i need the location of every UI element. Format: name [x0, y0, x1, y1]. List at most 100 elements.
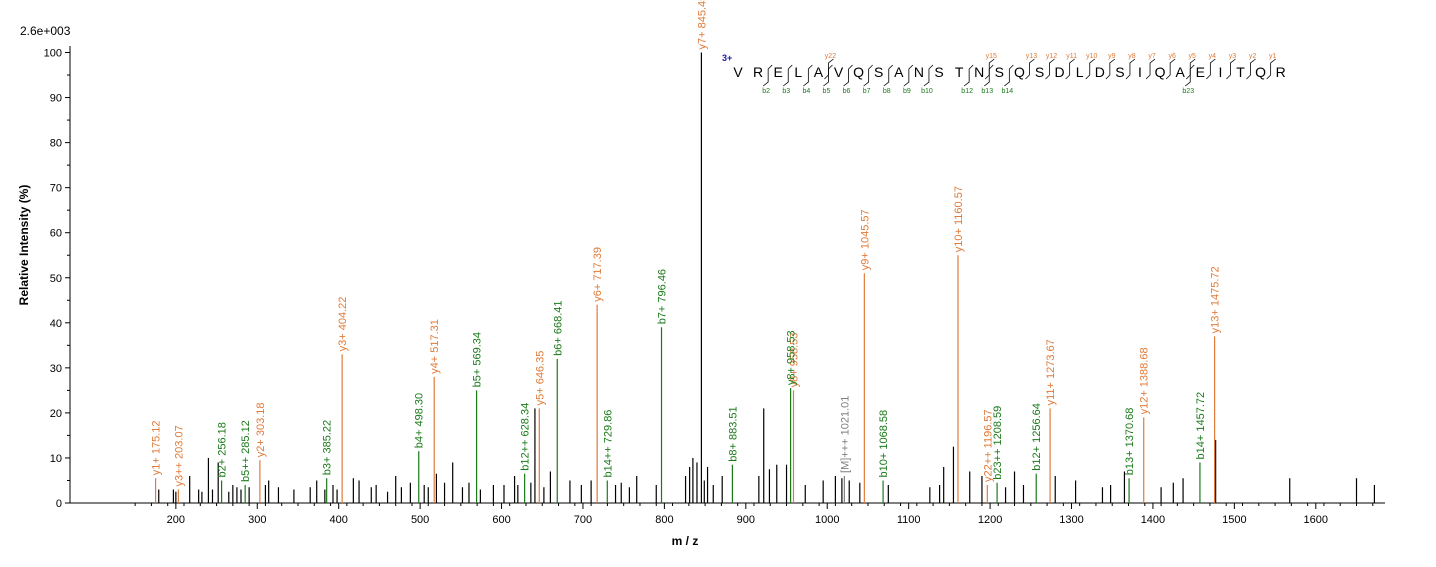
y-ion-marker: [1125, 58, 1136, 80]
peak-label: y13+ 1475.72: [1210, 266, 1222, 333]
b-ion-marker: [883, 64, 894, 87]
b-ion-marker: [863, 64, 873, 87]
peak-label: b2+ 256.18: [217, 422, 229, 477]
x-tick-label: 1100: [897, 514, 921, 526]
peak-label: b5++ 285.12: [240, 420, 252, 482]
x-axis-title: m / z: [672, 534, 699, 548]
b-ion-label: b3: [782, 88, 790, 95]
b-ion-marker: [762, 64, 773, 87]
sequence-residue: L: [794, 64, 802, 80]
b-ion-marker: [923, 64, 934, 87]
x-tick-label: 400: [330, 514, 348, 526]
peak-label: y3++ 203.07: [173, 425, 185, 486]
b-ion-label: b7: [863, 88, 871, 95]
y-ion-label: y1: [1269, 53, 1277, 60]
peak-label: y3+ 404.22: [337, 297, 349, 352]
peak-label: b13+ 1370.68: [1124, 408, 1136, 476]
x-tick-label: 1500: [1222, 514, 1246, 526]
b-ion-label: b9: [903, 88, 911, 95]
y-tick-label: 0: [56, 498, 62, 510]
peak-label: b5+ 569.34: [472, 332, 484, 387]
b-ion-marker: [803, 64, 813, 87]
sequence-residue: S: [1035, 64, 1044, 80]
y-tick-label: 90: [50, 93, 62, 105]
y-ion-label: y2: [1249, 53, 1257, 60]
sequence-residue: N: [974, 64, 984, 80]
y-ion-marker: [1246, 58, 1256, 80]
b-ion-label: b8: [883, 88, 891, 95]
sequence-residue: D: [1055, 64, 1065, 80]
sequence-residue: D: [1095, 64, 1105, 80]
y-ion-marker: [1165, 58, 1176, 80]
sequence-residue: L: [1076, 64, 1084, 80]
b-ion-marker: [984, 64, 994, 87]
sequence-residue: Q: [1014, 64, 1025, 80]
peak-label: y12+ 1388.68: [1139, 347, 1151, 414]
b-ion-label: b4: [802, 88, 810, 95]
sequence-residue: S: [874, 64, 883, 80]
y-ion-label: y11: [1066, 53, 1077, 60]
x-tick-label: 300: [248, 514, 266, 526]
peak-label: b14++ 729.86: [602, 410, 614, 478]
y-tick-label: 60: [50, 228, 62, 240]
peak-labels-layer: y1+ 175.12 y3++ 203.07 b2+ 256.18 b5++ 285.…: [151, 0, 1222, 486]
peak-label: b14+ 1457.72: [1195, 392, 1207, 460]
y-tick-label: 50: [50, 273, 62, 285]
peak-label: [M]+++ 1021.01: [839, 396, 851, 473]
x-tick-label: 600: [492, 514, 510, 526]
sequence-residue: A: [814, 64, 824, 80]
sequence-residue: S: [1115, 64, 1124, 80]
b-ion-marker: [783, 64, 793, 87]
peak-label: y8+ 958.53: [786, 330, 798, 385]
y-ion-label: y6: [1168, 53, 1176, 60]
b-ion-marker: [903, 64, 914, 87]
y-ion-label: y13: [1026, 53, 1037, 60]
y-ion-label: y7: [1148, 53, 1156, 60]
peak-label: y11+ 1273.67: [1045, 339, 1057, 405]
y-ion-label: y9: [1108, 53, 1116, 60]
sequence-residue: R: [1276, 64, 1286, 80]
intensity-scale-label: 2.6e+003: [20, 24, 71, 38]
b-ion-marker: [843, 64, 853, 87]
sequence-residue: S: [995, 64, 1004, 80]
y-axis-title: Relative Intensity (%): [17, 185, 31, 306]
sequence-residue: Q: [853, 64, 864, 80]
y-ion-marker: [1206, 58, 1216, 80]
b-ion-marker: [823, 64, 833, 87]
sequence-residue: I: [1138, 64, 1142, 80]
sequence-residue: Q: [1255, 64, 1266, 80]
y-tick-label: 70: [50, 183, 62, 195]
peak-label: b12+ 1256.64: [1031, 403, 1043, 471]
x-tick-label: 1200: [978, 514, 1002, 526]
y-ion-label: y4: [1209, 53, 1217, 60]
x-tick-label: 800: [655, 514, 673, 526]
charge-state-label: 3+: [722, 53, 732, 63]
peak-label: y4+ 517.31: [429, 319, 441, 374]
y-ion-marker: [1065, 58, 1075, 80]
b-ion-label: b2: [762, 88, 770, 95]
y-ion-label: y22: [825, 53, 836, 60]
y-ion-label: y10: [1086, 53, 1097, 60]
x-tick-label: 1400: [1141, 514, 1165, 526]
y-ion-marker: [1045, 58, 1055, 80]
y-ion-label: y5: [1189, 53, 1197, 60]
b-ion-marker: [1004, 64, 1014, 87]
y-ion-marker: [1145, 58, 1156, 80]
b-ion-label: b5: [823, 88, 831, 95]
x-tick-label: 500: [411, 514, 429, 526]
x-tick-label: 1600: [1304, 514, 1328, 526]
y-tick-label: 30: [50, 363, 62, 375]
b-ion-label: b12: [961, 88, 973, 95]
peak-label: y8+ 958.53: [788, 333, 800, 388]
sequence-residue: N: [914, 64, 924, 80]
y-ion-marker: [1266, 58, 1276, 80]
peak-label: y1+ 175.12: [151, 420, 163, 475]
sequence-residue: A: [1176, 64, 1186, 80]
peak-label: b10+ 1068.58: [878, 410, 890, 478]
x-tick-label: 200: [167, 514, 185, 526]
b-ion-label: b10: [921, 88, 933, 95]
sequence-residue: T: [1236, 64, 1245, 80]
b-ion-marker: [1185, 64, 1195, 87]
y-ion-marker: [1085, 58, 1095, 80]
